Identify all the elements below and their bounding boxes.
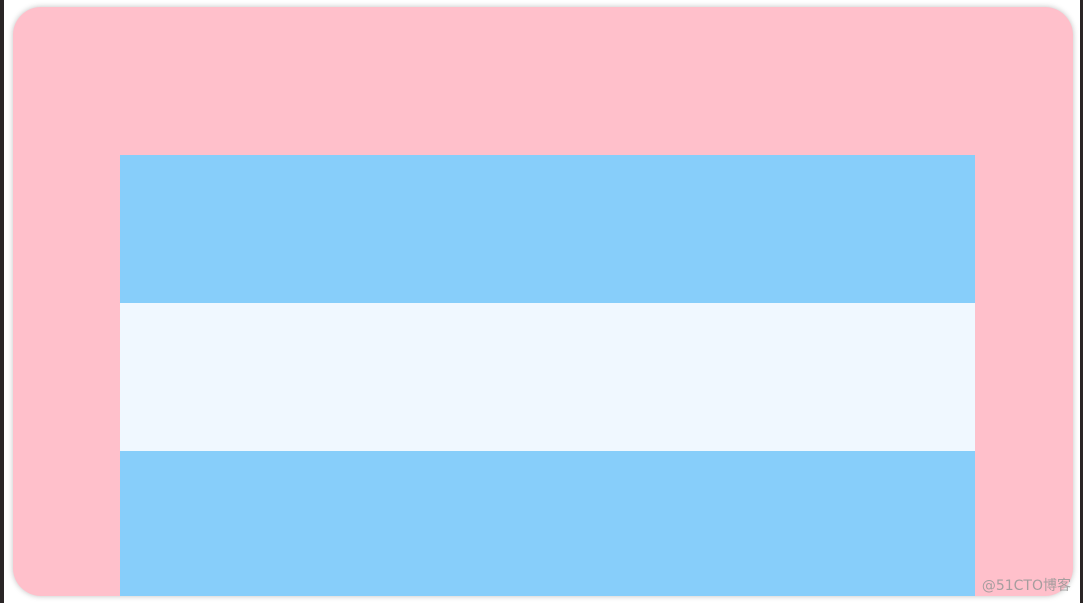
stripe-row-3: [120, 451, 975, 596]
window-edge-right: [1080, 0, 1083, 603]
window-edge-left: [0, 0, 4, 603]
watermark: @51CTO博客: [981, 578, 1071, 594]
pink-container: [13, 7, 1073, 596]
stripe-row-1: [120, 155, 975, 303]
stripe-row-2: [120, 303, 975, 451]
stripe-container: [120, 155, 975, 596]
